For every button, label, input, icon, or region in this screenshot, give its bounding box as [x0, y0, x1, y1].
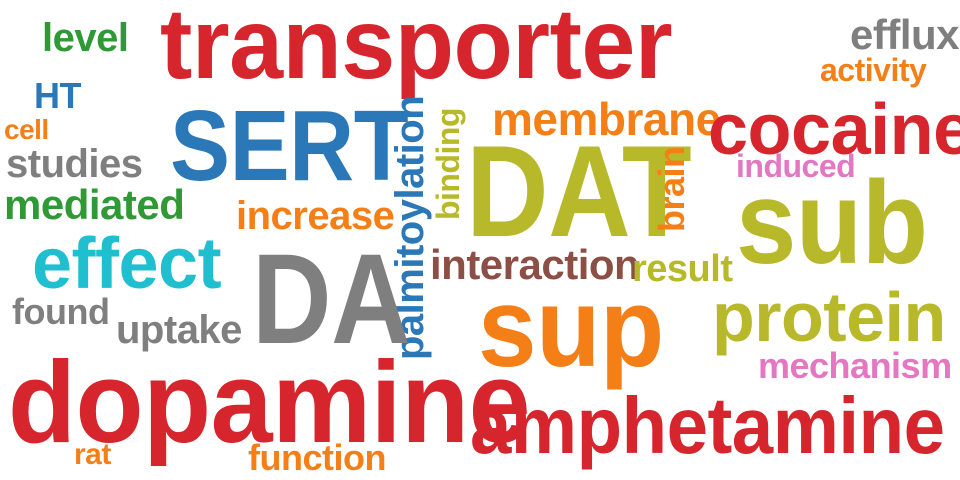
- word-amphetamine: amphetamine: [470, 381, 945, 470]
- word-interaction: interaction: [430, 241, 640, 288]
- word-ht: HT: [34, 75, 82, 116]
- word-effect: effect: [32, 224, 222, 304]
- word-level: level: [42, 16, 129, 60]
- word-increase: increase: [236, 194, 395, 238]
- word-function: function: [248, 437, 386, 478]
- word-dopamine: dopamine: [8, 337, 531, 467]
- word-binding: binding: [430, 107, 466, 220]
- word-activity: activity: [820, 52, 927, 88]
- word-protein: protein: [712, 278, 946, 356]
- word-rat: rat: [74, 438, 111, 471]
- word-sup: sup: [478, 265, 664, 390]
- word-result: result: [632, 248, 733, 290]
- word-mediated: mediated: [4, 181, 185, 228]
- word-cocaine: cocaine: [708, 90, 960, 170]
- word-sub: sub: [736, 157, 928, 289]
- word-transporter: transporter: [160, 0, 673, 100]
- word-cell: cell: [4, 114, 49, 145]
- word-studies: studies: [6, 142, 143, 186]
- word-brain: brain: [651, 146, 692, 232]
- word-membrane: membrane: [492, 93, 721, 145]
- word-efflux: efflux: [850, 11, 960, 58]
- word-da: DA: [252, 228, 411, 371]
- word-sert: SERT: [170, 90, 409, 202]
- word-induced: induced: [736, 148, 856, 184]
- word-mechanism: mechanism: [758, 345, 952, 386]
- word-found: found: [12, 291, 110, 332]
- word-dat: DAT: [466, 118, 692, 264]
- word-uptake: uptake: [116, 308, 242, 352]
